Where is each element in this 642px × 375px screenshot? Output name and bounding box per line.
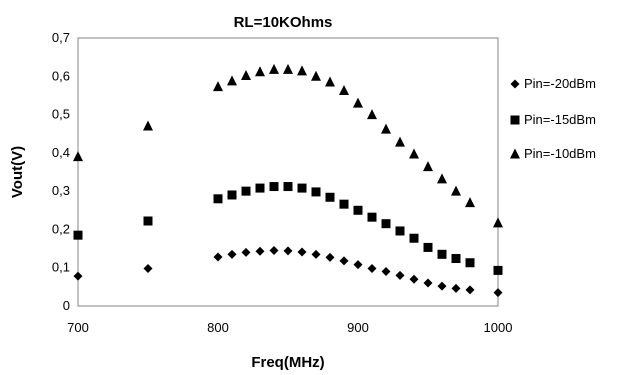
data-point-diamond — [241, 247, 251, 257]
data-point-diamond — [143, 263, 153, 273]
data-point-diamond — [465, 285, 475, 295]
data-point-square — [283, 182, 293, 192]
data-point-triangle — [213, 81, 223, 92]
data-point-square — [451, 254, 461, 264]
series-triangle — [73, 63, 503, 228]
data-point-square — [297, 183, 307, 193]
data-point-diamond — [269, 245, 279, 255]
y-axis: 0 0,1 0,2 0,3 0,4 0,5 0,6 0,7 — [52, 30, 70, 313]
legend-label: Pin=-20dBm — [524, 76, 596, 91]
x-axis: 700 800 900 1000 — [67, 320, 512, 335]
data-point-triangle — [297, 65, 307, 76]
data-point-diamond — [325, 252, 335, 262]
data-point-diamond — [493, 288, 503, 298]
legend-item: Pin=-15dBm — [510, 112, 596, 127]
legend-marker-triangle — [510, 148, 520, 159]
legend-marker-diamond — [510, 79, 520, 89]
data-point-square — [381, 219, 391, 229]
legend-marker-square — [510, 115, 520, 125]
x-tick-label: 700 — [67, 320, 89, 335]
y-axis-title: Vout(V) — [9, 146, 26, 198]
data-point-square — [437, 249, 447, 259]
data-point-triangle — [339, 84, 349, 95]
data-point-diamond — [353, 260, 363, 270]
data-point-diamond — [227, 249, 237, 259]
data-point-square — [367, 212, 377, 222]
data-point-triangle — [227, 75, 237, 86]
data-point-triangle — [437, 173, 447, 184]
data-point-square — [227, 190, 237, 200]
data-point-triangle — [493, 217, 503, 228]
data-point-diamond — [255, 246, 265, 256]
data-point-diamond — [395, 270, 405, 280]
data-point-triangle — [73, 151, 83, 162]
y-tick-label: 0,6 — [52, 68, 70, 83]
legend-item: Pin=-10dBm — [510, 146, 596, 161]
data-point-square — [143, 216, 153, 226]
data-point-triangle — [465, 197, 475, 208]
data-point-diamond — [73, 271, 83, 281]
data-point-square — [325, 192, 335, 202]
data-point-diamond — [283, 246, 293, 256]
y-tick-label: 0,4 — [52, 145, 70, 160]
data-point-diamond — [437, 281, 447, 291]
data-marks — [73, 63, 503, 298]
x-axis-title: Freq(MHz) — [251, 354, 324, 371]
x-tick-label: 900 — [347, 320, 369, 335]
y-tick-label: 0 — [63, 298, 70, 313]
plot-area — [77, 37, 499, 307]
y-tick-label: 0,5 — [52, 107, 70, 122]
data-point-triangle — [325, 76, 335, 87]
data-point-diamond — [451, 283, 461, 293]
data-point-triangle — [423, 161, 433, 172]
series-diamond — [73, 245, 503, 298]
x-tick-label: 1000 — [484, 320, 513, 335]
data-point-square — [241, 186, 251, 196]
data-point-square — [73, 230, 83, 240]
data-point-square — [255, 183, 265, 193]
data-point-diamond — [423, 278, 433, 288]
data-point-triangle — [269, 63, 279, 74]
data-point-triangle — [143, 120, 153, 131]
x-tick-label: 800 — [207, 320, 229, 335]
data-point-diamond — [409, 274, 419, 284]
data-point-triangle — [353, 97, 363, 108]
data-point-diamond — [339, 256, 349, 266]
data-point-triangle — [451, 185, 461, 196]
data-point-square — [465, 258, 475, 268]
data-point-triangle — [241, 70, 251, 81]
data-point-triangle — [409, 148, 419, 159]
data-point-diamond — [297, 247, 307, 257]
data-point-diamond — [381, 267, 391, 277]
data-point-triangle — [255, 66, 265, 77]
y-tick-label: 0,3 — [52, 183, 70, 198]
data-point-square — [395, 226, 405, 236]
series-square — [73, 182, 503, 275]
data-point-triangle — [381, 123, 391, 134]
data-point-triangle — [283, 63, 293, 74]
data-point-diamond — [367, 263, 377, 273]
data-point-triangle — [311, 70, 321, 81]
data-point-triangle — [367, 109, 377, 120]
data-point-square — [353, 205, 363, 215]
data-point-diamond — [311, 249, 321, 259]
legend: Pin=-20dBm Pin=-15dBm Pin=-10dBm — [510, 76, 596, 161]
data-point-square — [213, 194, 223, 204]
legend-label: Pin=-10dBm — [524, 146, 596, 161]
data-point-triangle — [395, 136, 405, 147]
legend-label: Pin=-15dBm — [524, 112, 596, 127]
data-point-square — [423, 242, 433, 252]
y-tick-label: 0,2 — [52, 221, 70, 236]
data-point-square — [269, 182, 279, 192]
data-point-square — [311, 187, 321, 197]
chart-title: RL=10KOhms — [234, 14, 333, 31]
y-tick-label: 0,1 — [52, 260, 70, 275]
data-point-square — [409, 233, 419, 243]
y-tick-label: 0,7 — [52, 30, 70, 45]
data-point-square — [493, 265, 503, 275]
data-point-diamond — [213, 252, 223, 262]
data-point-square — [339, 199, 349, 209]
legend-item: Pin=-20dBm — [510, 76, 596, 91]
